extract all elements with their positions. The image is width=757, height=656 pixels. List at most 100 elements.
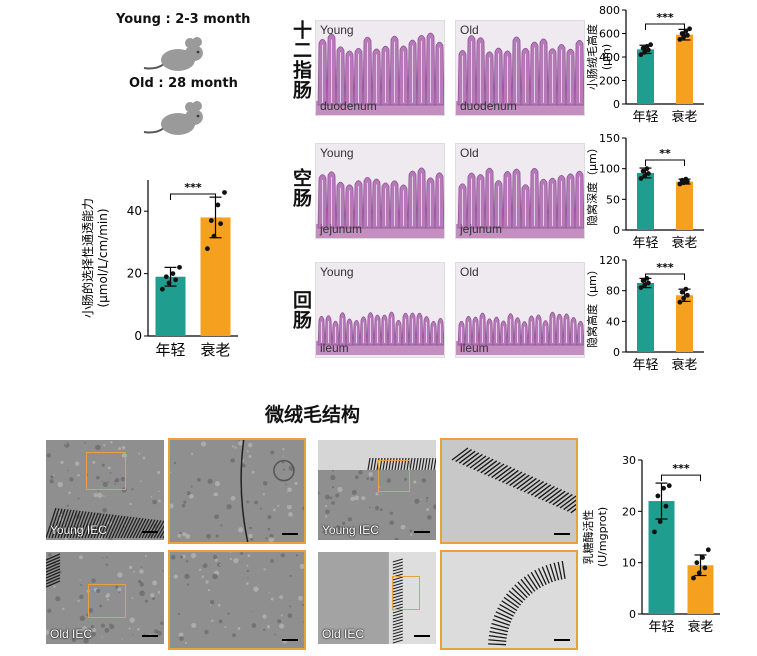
- data-point: [696, 570, 702, 576]
- old-age-label: Old : 28 month: [129, 76, 238, 91]
- data-point: [677, 181, 683, 187]
- histology-duodenum-old: Old duodenum: [455, 20, 585, 116]
- tem-label-young: Young IEC: [50, 523, 107, 537]
- tem-young-overview-2: Young IEC: [318, 440, 436, 540]
- y-axis-label: 乳糖酶活性: [582, 510, 595, 565]
- histology-duodenum-young: Young duodenum: [315, 20, 445, 116]
- segment-label-duodenum: 十二指肠: [290, 20, 312, 100]
- zoom-region: [378, 460, 410, 492]
- y-tick-label: 0: [613, 98, 620, 111]
- y-tick-label: 0: [613, 346, 620, 359]
- y-tick-label: 40: [606, 315, 620, 328]
- data-point: [173, 277, 178, 283]
- data-point: [677, 299, 683, 305]
- y-tick-label: 600: [599, 28, 620, 41]
- bar: [676, 295, 693, 352]
- data-point: [681, 295, 687, 301]
- y-tick-label: 50: [606, 193, 620, 206]
- category-label: 衰老: [671, 235, 697, 251]
- y-axis-label: (μm): [600, 44, 613, 70]
- data-point: [640, 45, 646, 51]
- data-point: [679, 31, 685, 36]
- data-point: [645, 171, 651, 176]
- histology-jejunum-old: Old jejunum: [455, 143, 585, 239]
- permeability-chart: 0 20 40 年轻 衰老 *** 小肠的选择性通透能力 (μmol/L/cm/min): [80, 180, 238, 359]
- image-tag-young: Young: [320, 265, 354, 279]
- zoom-region: [86, 452, 126, 490]
- tissue-tag: jejunum: [320, 222, 363, 236]
- data-point: [211, 233, 217, 239]
- bar: [676, 181, 693, 230]
- data-point: [687, 26, 692, 32]
- category-label: 衰老: [200, 341, 230, 359]
- data-point: [644, 44, 650, 49]
- significance-label: ***: [656, 11, 674, 24]
- image-tag-old: Old: [460, 265, 479, 279]
- bar: [637, 172, 654, 230]
- y-tick-label: 120: [599, 254, 620, 267]
- zoom-region: [88, 584, 126, 618]
- data-point: [691, 575, 696, 581]
- young-age-label: Young : 2-3 month: [116, 12, 251, 27]
- tem-label-young: Young IEC: [322, 523, 379, 537]
- data-point: [694, 560, 700, 566]
- data-point: [222, 190, 227, 195]
- y-tick-label: 800: [599, 4, 620, 17]
- crypt-depth-chart: 0 50 100 150 年轻 衰老 ** 隐窝深度（μm）: [586, 132, 704, 251]
- data-point: [638, 285, 644, 290]
- data-point: [640, 278, 646, 284]
- y-tick-label: 400: [599, 51, 620, 64]
- tissue-tag: ileum: [460, 341, 489, 355]
- tem-old-overview-2: Old IEC: [318, 552, 436, 644]
- data-point: [652, 529, 657, 535]
- data-point: [166, 280, 172, 286]
- tissue-tag: jejunum: [460, 222, 503, 236]
- data-point: [705, 547, 711, 553]
- data-point: [645, 280, 651, 286]
- tissue-tag: ileum: [320, 341, 349, 355]
- data-point: [163, 274, 169, 280]
- significance-label: ***: [672, 462, 690, 475]
- tem-young-zoom: [168, 438, 306, 544]
- category-label: 年轻: [632, 236, 658, 251]
- image-tag-old: Old: [460, 146, 479, 160]
- data-point: [170, 271, 176, 276]
- data-point: [677, 36, 683, 42]
- data-point: [661, 485, 666, 491]
- category-label: 年轻: [632, 358, 658, 373]
- data-point: [640, 168, 646, 174]
- tem-young-overview: Young IEC: [46, 440, 164, 540]
- bar: [676, 34, 693, 104]
- data-point: [655, 493, 661, 499]
- y-tick-label: 150: [599, 132, 620, 145]
- significance-bracket: [645, 159, 685, 167]
- y-tick-label: 20: [622, 505, 636, 518]
- y-tick-label: 40: [127, 204, 142, 218]
- data-point: [638, 176, 644, 181]
- data-point: [215, 202, 221, 208]
- image-tag-old: Old: [460, 23, 479, 37]
- segment-label-ileum: 回肠: [290, 290, 312, 330]
- category-label: 年轻: [632, 110, 658, 125]
- data-point: [642, 282, 648, 288]
- segment-label-jejunum: 空肠: [290, 168, 312, 208]
- y-tick-label: 30: [622, 454, 636, 467]
- data-point: [642, 49, 648, 55]
- data-point: [683, 286, 689, 292]
- young-mouse-icon: [142, 30, 212, 78]
- y-tick-label: 200: [599, 75, 620, 88]
- y-tick-label: 10: [622, 557, 636, 570]
- significance-label: ***: [184, 181, 202, 194]
- histology-jejunum-young: Young jejunum: [315, 143, 445, 239]
- tem-old-zoom: [168, 550, 306, 650]
- significance-label: ***: [656, 261, 674, 274]
- tem-old-overview: Old IEC: [46, 552, 164, 644]
- data-point: [160, 286, 165, 292]
- bar: [637, 283, 654, 352]
- y-axis-label: (μmol/L/cm/min): [96, 208, 110, 307]
- image-tag-young: Young: [320, 23, 354, 37]
- image-tag-young: Young: [320, 146, 354, 160]
- data-point: [657, 519, 663, 524]
- data-point: [666, 483, 672, 489]
- tissue-tag: duodenum: [460, 99, 517, 113]
